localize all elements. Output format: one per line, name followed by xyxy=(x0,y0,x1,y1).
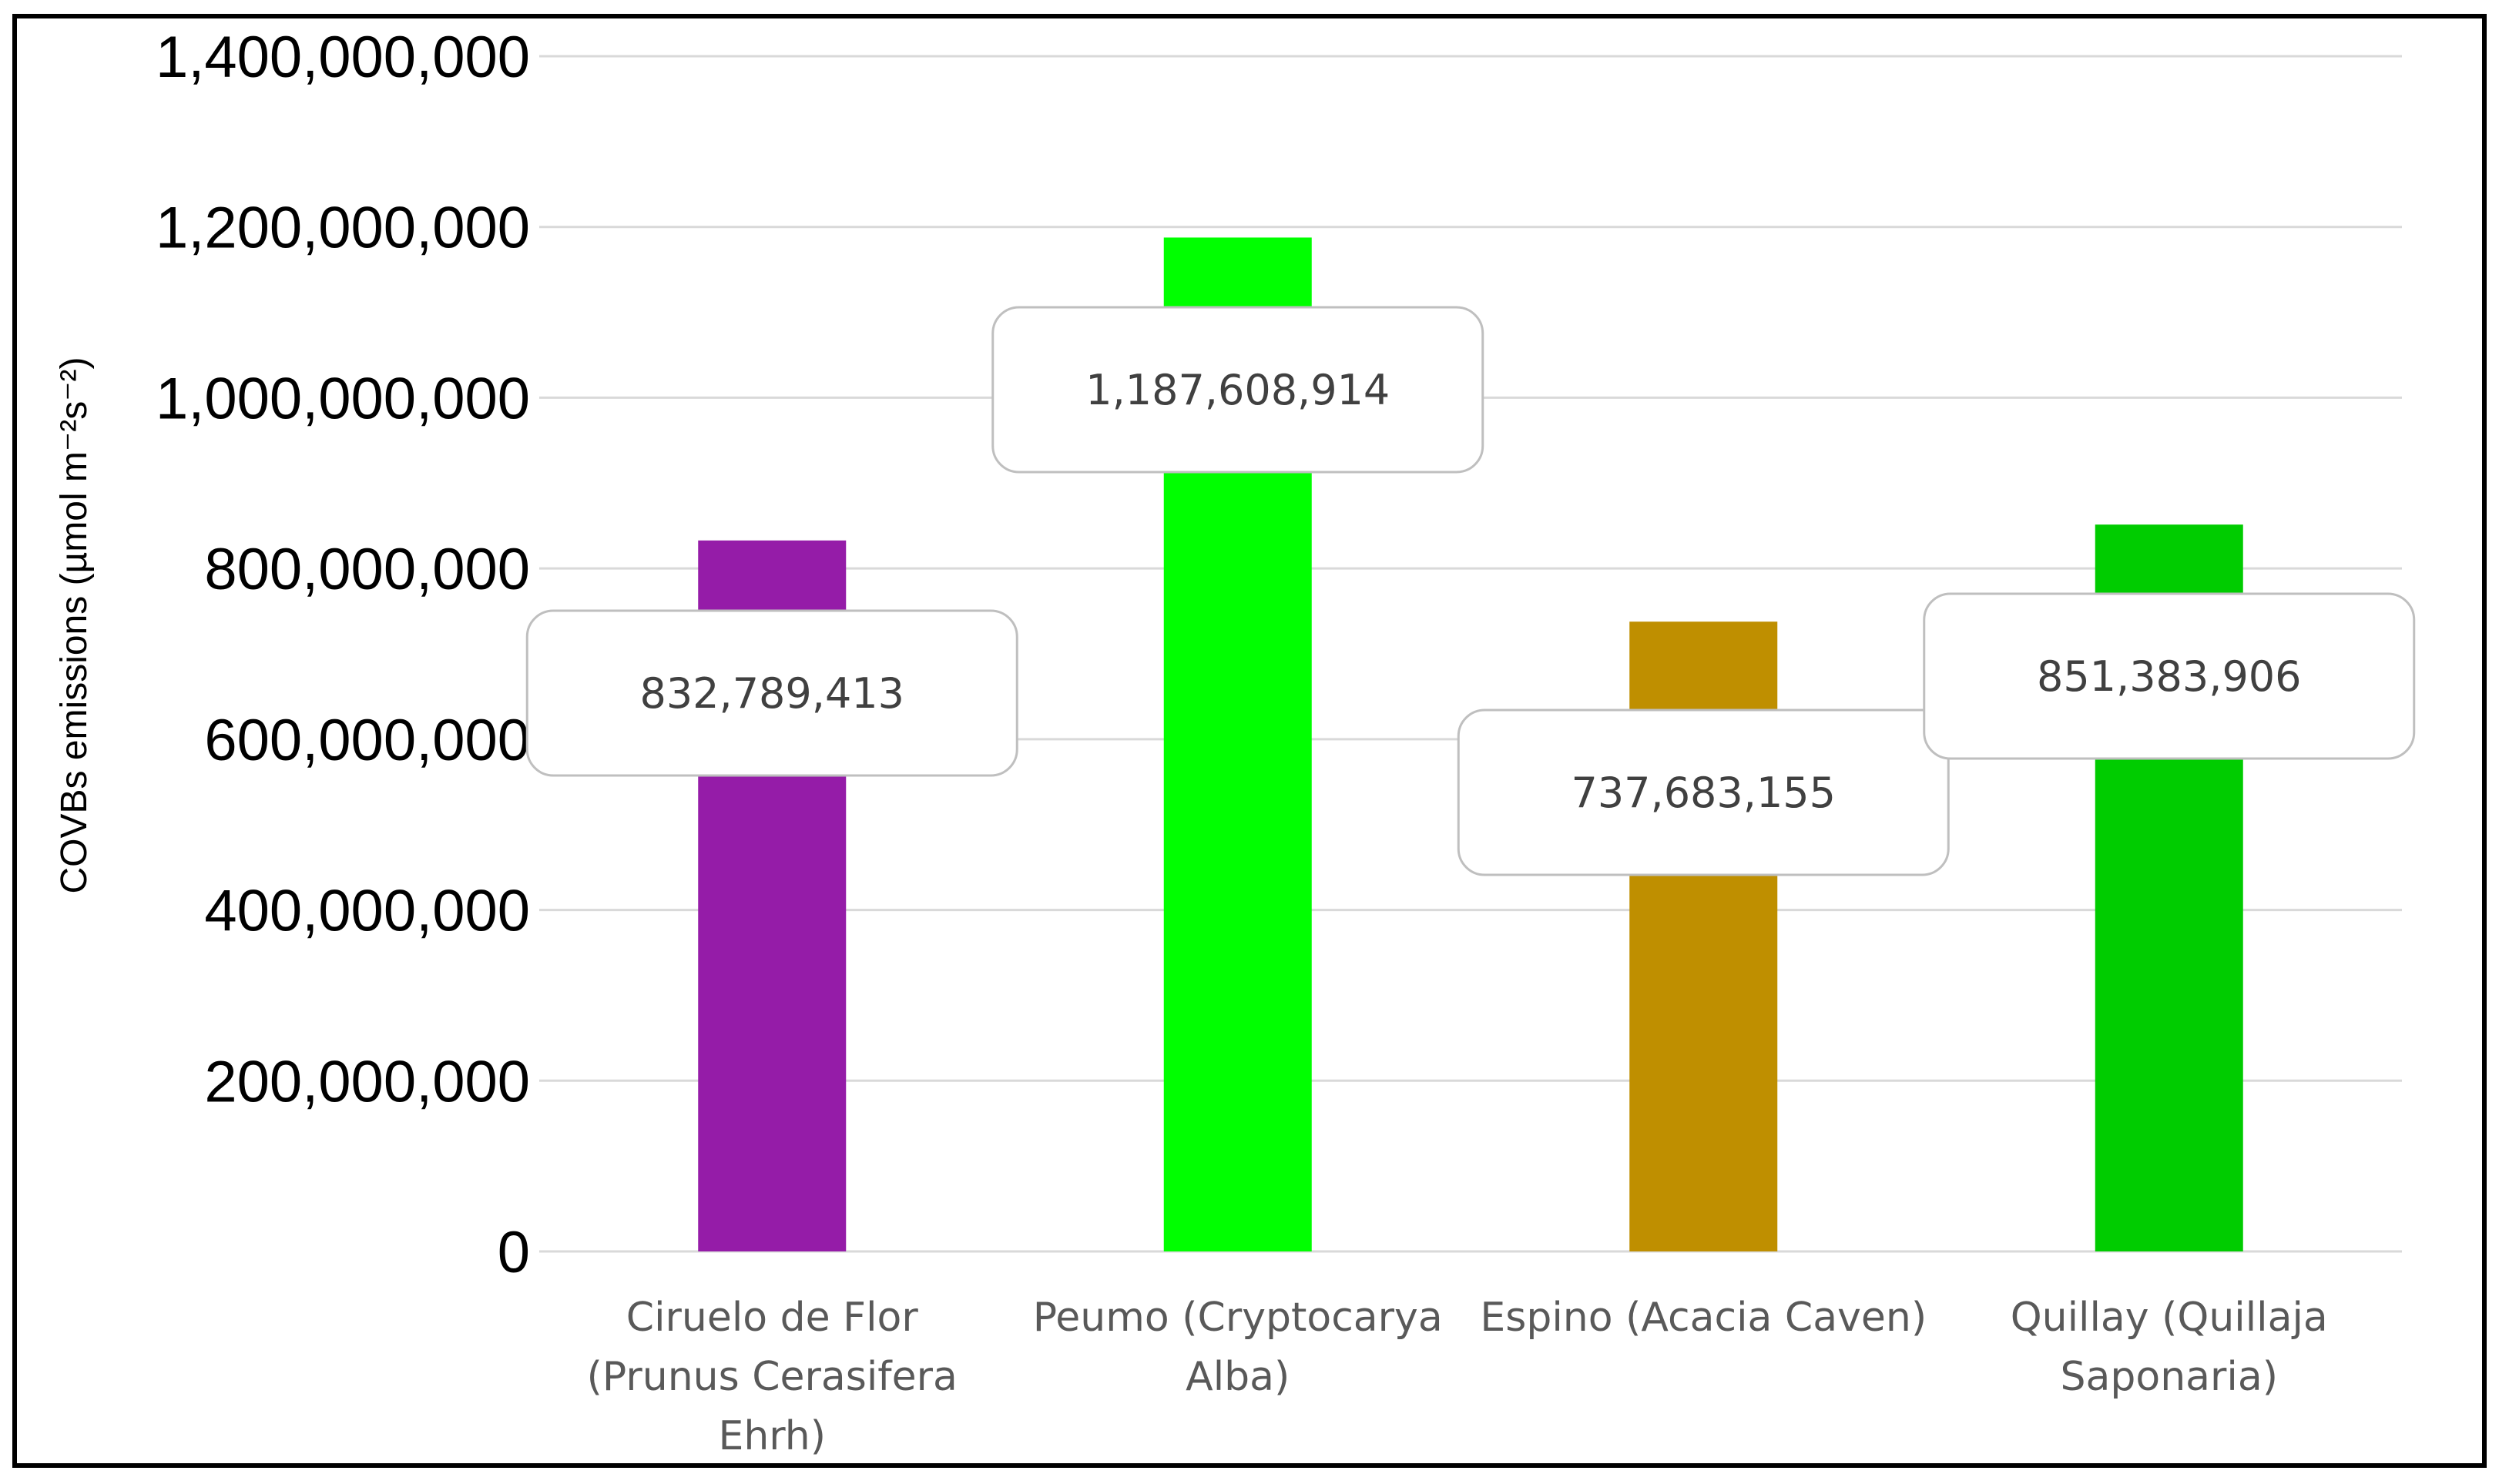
y-tick-label: 1,200,000,000 xyxy=(156,196,530,261)
y-tick-label: 200,000,000 xyxy=(204,1049,530,1114)
x-category-label: (Prunus Cerasifera xyxy=(587,1354,958,1400)
chart-frame xyxy=(12,14,2487,1468)
y-tick-label: 0 xyxy=(498,1220,530,1285)
x-category-label: Quillay (Quillaja xyxy=(2011,1295,2328,1341)
data-label: 851,383,906 xyxy=(2037,652,2302,701)
x-category-label: Ehrh) xyxy=(718,1413,826,1459)
x-category-label: Espino (Acacia Caven) xyxy=(1480,1295,1927,1341)
y-tick-label: 400,000,000 xyxy=(204,879,530,944)
x-category-label: Saponaria) xyxy=(2061,1354,2279,1400)
data-label-box xyxy=(991,306,1484,474)
x-category-label: Peumo (Cryptocarya xyxy=(1033,1295,1443,1341)
y-tick-label: 1,400,000,000 xyxy=(156,25,530,90)
y-tick-label: 1,000,000,000 xyxy=(156,366,530,431)
x-category-label: Alba) xyxy=(1186,1354,1290,1400)
data-label: 1,187,608,914 xyxy=(1085,366,1390,414)
data-label-box xyxy=(1457,709,1950,876)
data-label: 832,789,413 xyxy=(639,669,904,718)
y-axis-title: COVBs emissions (µmol m⁻²s⁻²) xyxy=(54,357,95,893)
y-tick-label: 800,000,000 xyxy=(204,537,530,602)
data-label: 737,683,155 xyxy=(1571,769,1836,817)
y-tick-label: 600,000,000 xyxy=(204,708,530,773)
x-category-label: Ciruelo de Flor xyxy=(626,1295,919,1341)
data-label-box xyxy=(1923,592,2416,760)
data-label-box xyxy=(525,609,1018,777)
